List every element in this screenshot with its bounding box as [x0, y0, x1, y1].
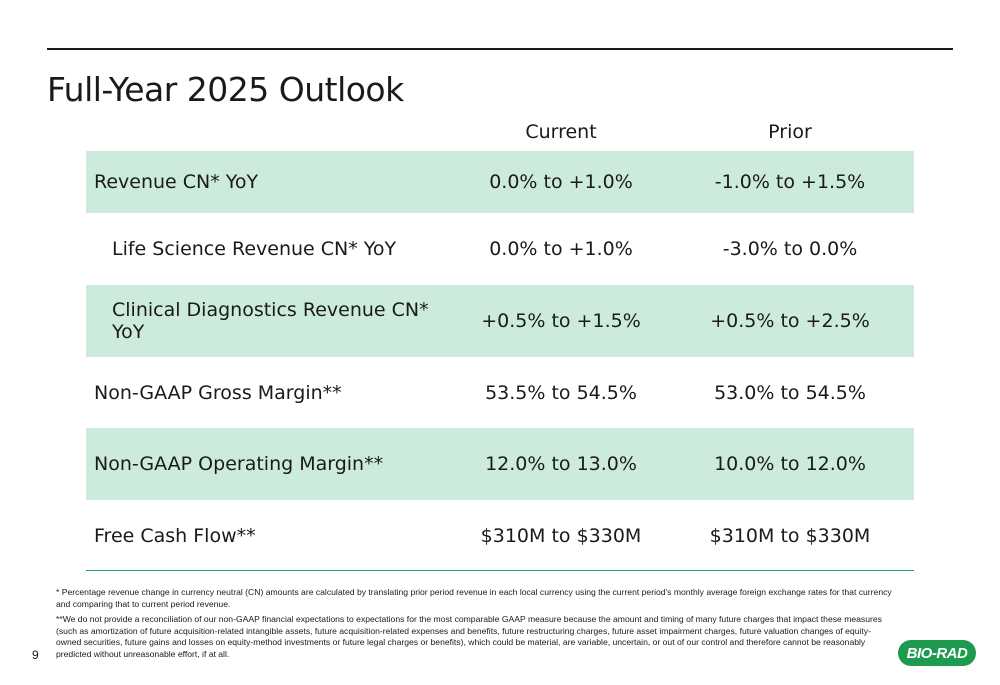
table-row-gross-margin: Non-GAAP Gross Margin** 53.5% to 54.5% 5…	[86, 357, 914, 428]
header-prior: Prior	[768, 121, 812, 143]
table-header-row: Current Prior	[86, 113, 914, 151]
outlook-table: Current Prior Revenue CN* YoY 0.0% to +1…	[86, 113, 914, 572]
row-prior: 53.0% to 54.5%	[714, 381, 866, 404]
row-current: 0.0% to +1.0%	[489, 238, 633, 260]
row-label: Non-GAAP Operating Margin**	[94, 453, 384, 475]
table-row-life-science: Life Science Revenue CN* YoY 0.0% to +1.…	[86, 213, 914, 285]
row-prior: 10.0% to 12.0%	[714, 453, 866, 475]
footnotes: * Percentage revenue change in currency …	[56, 587, 896, 665]
row-prior: +0.5% to +2.5%	[710, 310, 870, 332]
row-current: 53.5% to 54.5%	[485, 381, 637, 404]
row-prior: -3.0% to 0.0%	[722, 238, 858, 260]
row-label: Clinical Diagnostics Revenue CN* YoY	[112, 299, 429, 343]
header-current: Current	[525, 121, 597, 143]
row-current: $310M to $330M	[480, 525, 642, 547]
row-label: Non-GAAP Gross Margin**	[94, 381, 342, 404]
page-title: Full-Year 2025 Outlook	[47, 70, 404, 109]
top-rule	[47, 48, 953, 50]
row-current: +0.5% to +1.5%	[481, 310, 641, 332]
table-row-free-cash-flow: Free Cash Flow** $310M to $330M $310M to…	[86, 500, 914, 572]
row-current: 0.0% to +1.0%	[489, 171, 633, 193]
row-current: 12.0% to 13.0%	[485, 453, 637, 475]
table-row-clinical-diagnostics: Clinical Diagnostics Revenue CN* YoY +0.…	[86, 285, 914, 357]
table-row-operating-margin: Non-GAAP Operating Margin** 12.0% to 13.…	[86, 428, 914, 500]
row-label: Free Cash Flow**	[94, 525, 256, 547]
table-bottom-rule	[86, 570, 914, 571]
table-row-revenue: Revenue CN* YoY 0.0% to +1.0% -1.0% to +…	[86, 151, 914, 213]
row-label: Revenue CN* YoY	[94, 171, 259, 193]
row-label: Life Science Revenue CN* YoY	[112, 238, 397, 260]
row-prior: $310M to $330M	[709, 525, 871, 547]
footnote-currency-neutral: * Percentage revenue change in currency …	[56, 587, 892, 609]
bio-rad-logo: BIO-RAD	[898, 640, 976, 666]
row-prior: -1.0% to +1.5%	[714, 171, 866, 193]
page-number: 9	[32, 648, 39, 662]
footnote-non-gaap: **We do not provide a reconciliation of …	[56, 614, 882, 659]
